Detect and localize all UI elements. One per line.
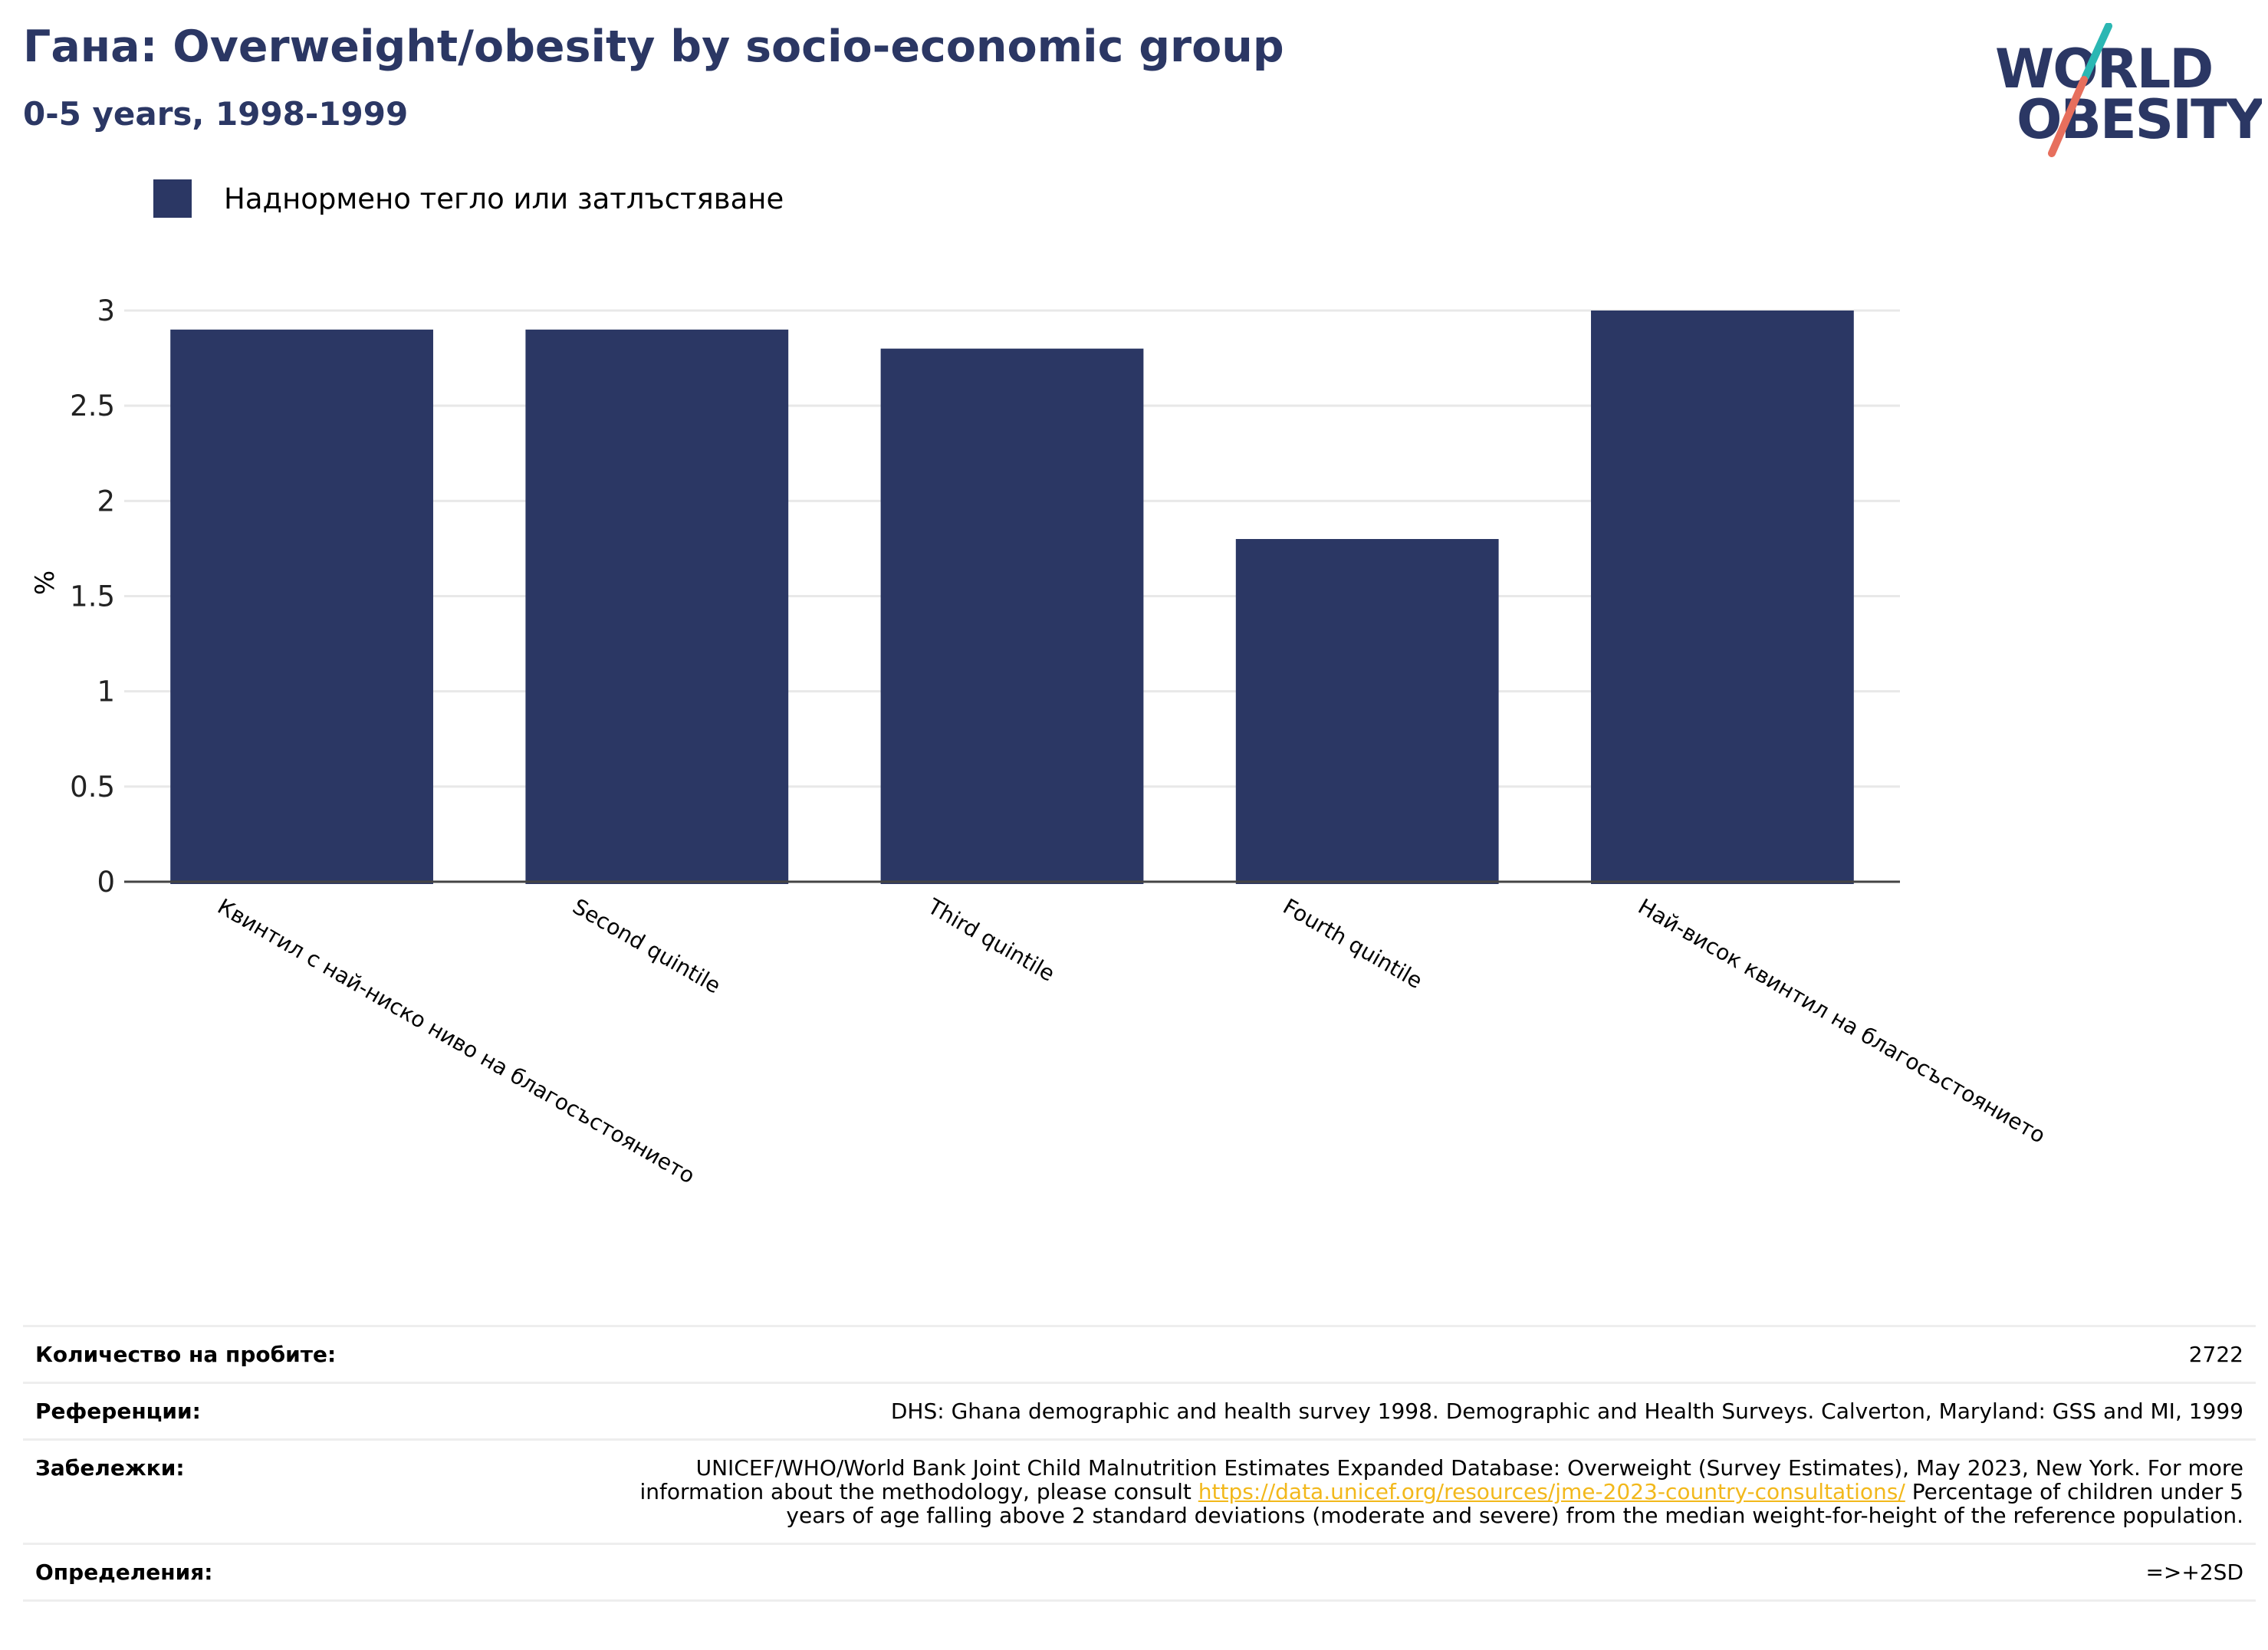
info-table: Количество на пробите: 2722 Референции: … xyxy=(23,1325,2256,1602)
bar-5[interactable] xyxy=(1591,311,1854,884)
x-tick-label: Най-висок квинтил на благосъстоянието xyxy=(1634,893,2049,1148)
x-tick-label: Fourth quintile xyxy=(1279,893,1427,994)
definitions-value: =>+2SD xyxy=(2145,1560,2243,1585)
logo-slash-top xyxy=(2082,23,2112,81)
info-row-references: Референции: DHS: Ghana demographic and h… xyxy=(23,1382,2256,1440)
chart-subtitle: 0-5 years, 1998-1999 xyxy=(23,95,409,133)
legend-swatch xyxy=(153,179,192,218)
y-tick-label: 1 xyxy=(97,675,115,708)
world-obesity-logo: WORLD OBESITY xyxy=(1995,23,2262,157)
legend[interactable]: Наднормено тегло или затлъстяване xyxy=(153,179,784,219)
y-axis-label: % xyxy=(30,570,61,595)
bar-3[interactable] xyxy=(880,348,1144,885)
notes-text-after: Percentage of children under 5 years of … xyxy=(786,1479,2243,1528)
notes-value: UNICEF/WHO/World Bank Joint Child Malnut… xyxy=(584,1440,2256,1544)
y-tick-label: 2.5 xyxy=(70,389,115,422)
bar-2[interactable] xyxy=(525,329,789,884)
info-row-notes: Забележки: UNICEF/WHO/World Bank Joint C… xyxy=(23,1439,2256,1544)
notes-link[interactable]: https://data.unicef.org/resources/jme-20… xyxy=(1198,1479,1905,1504)
bar-4[interactable] xyxy=(1235,539,1499,884)
bars xyxy=(170,311,1854,885)
notes-text-before: UNICEF/WHO/World Bank Joint Child Malnut… xyxy=(639,1455,2244,1504)
logo-text-world: WORLD xyxy=(1995,38,2212,100)
info-row-sample: Количество на пробите: 2722 xyxy=(23,1326,2256,1383)
definitions-label: Определения: xyxy=(35,1560,213,1585)
y-tick-label: 0 xyxy=(97,866,115,899)
bar-1[interactable] xyxy=(170,329,433,884)
references-label: Референции: xyxy=(35,1399,201,1424)
references-value: DHS: Ghana demographic and health survey… xyxy=(890,1399,2243,1424)
sample-size-label: Количество на пробите: xyxy=(35,1342,337,1367)
y-tick-label: 2 xyxy=(97,485,115,518)
chart-title: Гана: Overweight/obesity by socio-econom… xyxy=(23,21,1284,72)
legend-label: Наднормено тегло или затлъстяване xyxy=(224,182,784,215)
logo-slash-bottom xyxy=(2048,76,2088,157)
x-tick-label: Third quintile xyxy=(923,893,1060,987)
y-tick-label: 3 xyxy=(97,294,115,327)
notes-label: Забележки: xyxy=(35,1455,185,1481)
info-row-definitions: Определения: =>+2SD xyxy=(23,1543,2256,1601)
y-tick-label: 1.5 xyxy=(70,580,115,613)
sample-size-value: 2722 xyxy=(2188,1342,2243,1367)
y-tick-label: 0.5 xyxy=(70,771,115,804)
x-tick-label: Second quintile xyxy=(568,893,725,998)
